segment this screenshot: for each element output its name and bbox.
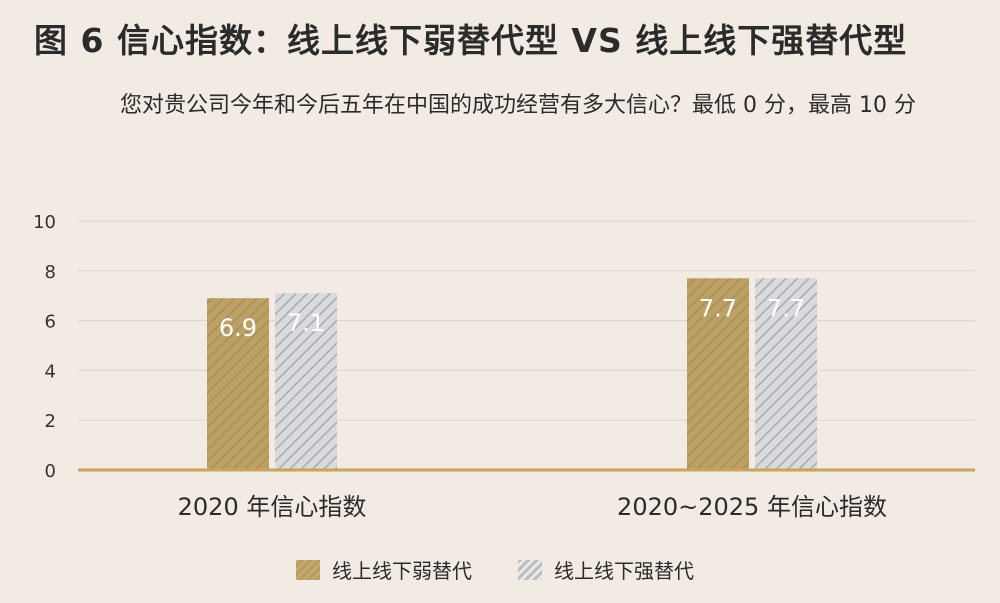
x-category-label: 2020 年信心指数 [178,493,367,521]
y-tick-label: 6 [45,312,56,333]
y-tick-label: 2 [45,411,56,432]
chart-title: 图 6 信心指数：线上线下弱替代型 VS 线上线下强替代型 [34,21,908,60]
legend: 线上线下弱替代 线上线下强替代 [296,555,694,584]
bar-value-label: 7.1 [287,309,325,337]
y-tick-label: 8 [45,262,56,283]
y-tick-label: 10 [33,212,56,233]
bar [755,278,817,470]
x-category-label: 2020~2025 年信心指数 [617,493,887,521]
legend-swatch-weak [296,559,320,580]
legend-item-strong: 线上线下强替代 [518,555,694,584]
legend-item-weak: 线上线下弱替代 [296,555,472,584]
legend-swatch-strong [518,559,542,580]
bar-value-label: 6.9 [219,314,257,342]
bar [687,278,749,470]
bar-value-label: 7.7 [767,294,805,322]
legend-label-strong: 线上线下强替代 [554,559,694,583]
y-tick-label: 4 [45,361,56,382]
bar [275,293,337,470]
bar [207,298,269,470]
y-tick-label: 0 [45,461,56,482]
legend-label-weak: 线上线下弱替代 [332,559,472,583]
chart-subtitle: 您对贵公司今年和今后五年在中国的成功经营有多大信心？最低 0 分，最高 10 分 [120,93,916,118]
bar-value-label: 7.7 [699,294,737,322]
